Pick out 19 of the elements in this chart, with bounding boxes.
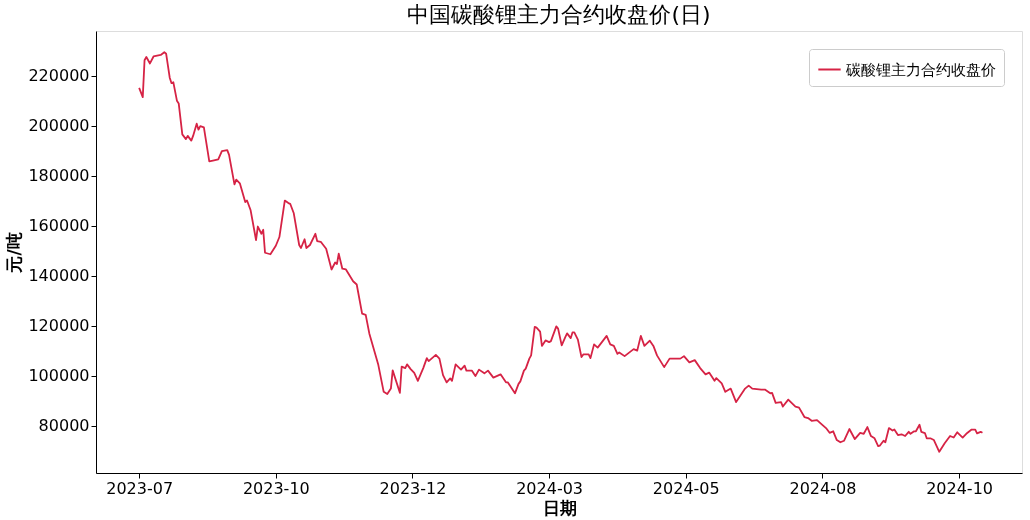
y-axis-title: 元/吨 [4, 232, 25, 274]
y-tick-label: 140000 [28, 266, 90, 286]
x-tick-label: 2023-07 [106, 478, 174, 498]
x-tick-label: 2024-10 [926, 478, 993, 498]
x-axis-title: 日期 [542, 497, 577, 518]
x-tick-label: 2024-08 [789, 478, 857, 498]
y-tick-label: 160000 [28, 216, 90, 236]
x-tick-label: 2023-10 [242, 478, 310, 498]
y-tick-label: 120000 [28, 316, 90, 336]
y-tick-label: 180000 [28, 166, 90, 186]
y-tick-label: 220000 [28, 66, 90, 86]
x-tick-label: 2024-03 [516, 478, 584, 498]
chart-title: 中国碳酸锂主力合约收盘价(日) [407, 2, 711, 27]
legend-label: 碳酸锂主力合约收盘价 [845, 60, 996, 79]
x-tick-label: 2024-05 [652, 478, 720, 498]
y-tick-label: 200000 [28, 116, 90, 136]
y-tick-label: 100000 [28, 366, 90, 386]
y-tick-label: 80000 [38, 416, 90, 436]
x-tick-label: 2023-12 [379, 478, 447, 498]
